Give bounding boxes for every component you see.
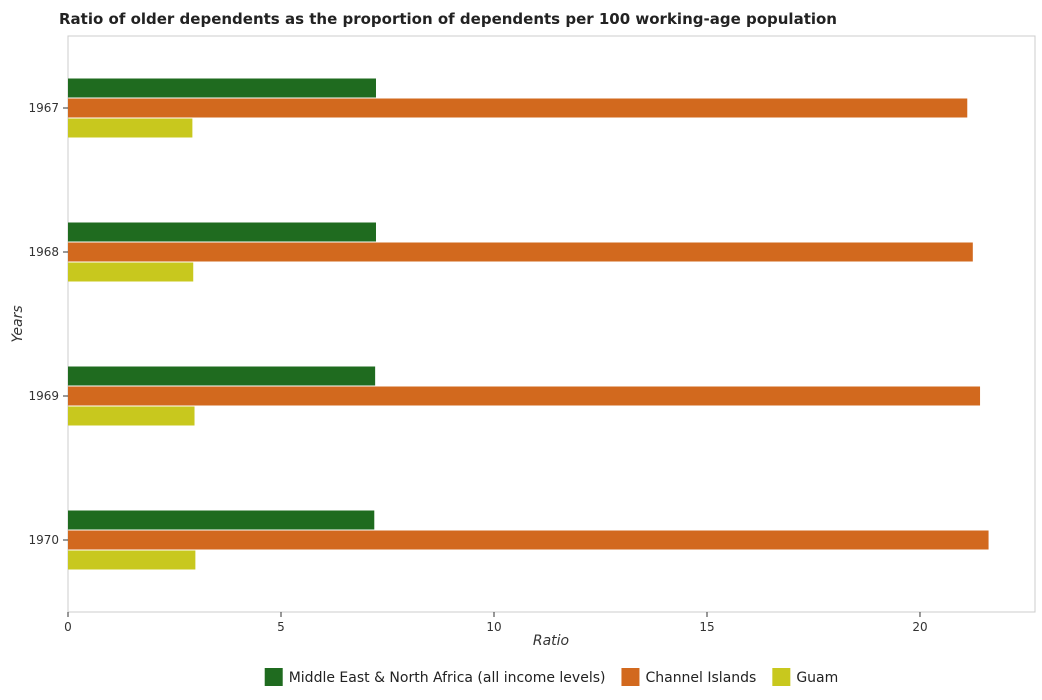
legend-label-2: Guam: [796, 670, 838, 686]
y-axis-label: Years: [10, 305, 26, 342]
bar-1968-series-0: [68, 222, 376, 242]
bar-1967-series-0: [68, 78, 376, 98]
x-tick-label-0: 0: [64, 620, 72, 634]
y-ticks: 1967 1968 1969 1970: [28, 101, 68, 547]
bar-1970-series-0: [68, 510, 375, 530]
x-axis-label: Ratio: [533, 633, 569, 649]
plot-frame: [67, 35, 1036, 613]
y-tick-label-1969: 1969: [28, 389, 59, 403]
legend-item-1: Channel Islands: [621, 668, 756, 686]
bar-1969-series-1: [68, 386, 981, 406]
plot-area: 1967 1968 1969 1970 0 5 10 15 20: [28, 35, 1036, 634]
bar-1970-series-1: [68, 530, 989, 550]
legend-swatch-1: [621, 668, 640, 686]
y-tick-label-1967: 1967: [28, 101, 59, 115]
bar-1969-series-2: [68, 406, 195, 426]
y-tick-label-1968: 1968: [28, 245, 59, 259]
bar-1969-series-0: [68, 366, 376, 386]
legend: Middle East & North Africa (all income l…: [264, 668, 838, 686]
bar-1968-series-2: [68, 262, 194, 282]
x-tick-label-10: 10: [486, 620, 501, 634]
bar-1970-series-2: [68, 550, 196, 570]
y-tick-label-1970: 1970: [28, 533, 59, 547]
bar-1968-series-1: [68, 242, 973, 262]
x-tick-label-15: 15: [699, 620, 714, 634]
bar-1967-series-2: [68, 118, 193, 138]
legend-label-1: Channel Islands: [645, 670, 756, 686]
legend-item-2: Guam: [772, 668, 838, 686]
bar-1967-series-1: [68, 98, 968, 118]
legend-swatch-2: [772, 668, 791, 686]
x-tick-label-5: 5: [277, 620, 285, 634]
x-tick-label-20: 20: [912, 620, 927, 634]
legend-label-0: Middle East & North Africa (all income l…: [289, 670, 606, 686]
bars: [68, 78, 989, 570]
chart-title: Ratio of older dependents as the proport…: [59, 10, 837, 28]
legend-item-0: Middle East & North Africa (all income l…: [264, 668, 606, 686]
legend-swatch-0: [264, 668, 283, 686]
x-ticks: 0 5 10 15 20: [64, 612, 928, 634]
